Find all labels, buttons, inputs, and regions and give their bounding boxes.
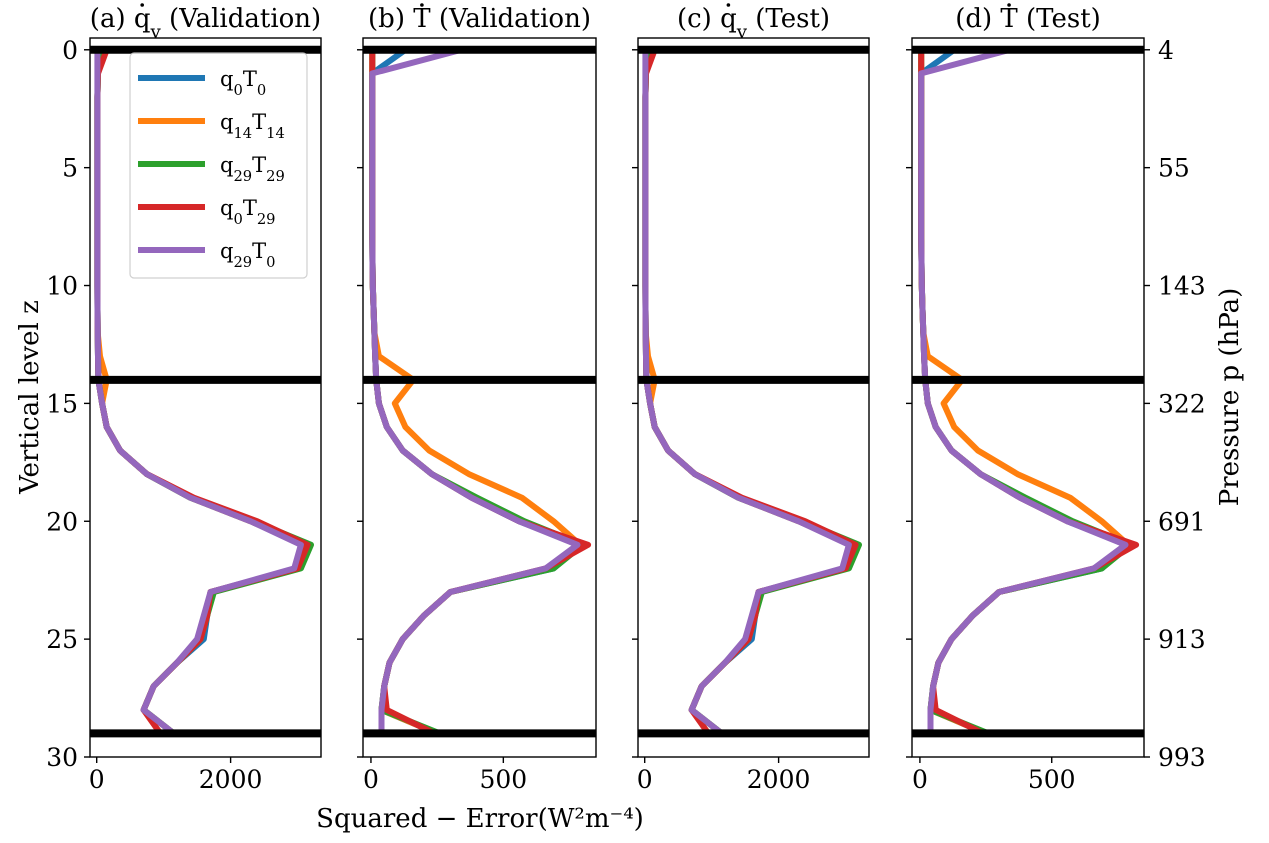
legend-entry-label: q29T29 — [220, 153, 285, 185]
panel-1: 0 5 10 15 20 25 30 0 2000 (a) qv (Validation) — [46, 3, 322, 794]
legend: q0T0 q14T14 q29T29 q0T29 q29T0 — [129, 52, 308, 279]
legend-box — [129, 52, 308, 279]
x-tick-label: 2000 — [747, 765, 811, 794]
axes-frame — [911, 37, 1145, 758]
title-variable: q — [134, 4, 151, 34]
x-tick-label: 2000 — [199, 765, 263, 794]
legend-entry-label: q14T14 — [220, 110, 285, 142]
axes-frame — [362, 37, 597, 758]
panel-4: 4 55 143 322 691 913 993 0 500 (d) T (Test) — [906, 3, 1206, 794]
y2-tick-label: 993 — [1158, 743, 1206, 772]
legend-entry-label: q0T29 — [220, 196, 276, 228]
x-tick-label: 500 — [479, 765, 527, 794]
x-tick-label: 0 — [363, 765, 379, 794]
y2-axis-label: Pressure p (hPa) — [1215, 288, 1245, 507]
y-tick-label: 20 — [46, 507, 78, 536]
x-tick-label: 0 — [912, 765, 928, 794]
series-line-5 — [918, 46, 1129, 734]
y2-tick-label: 4 — [1158, 36, 1174, 65]
y2-tick-label: 55 — [1158, 154, 1190, 183]
axes-frame — [89, 37, 322, 758]
derivative-dot — [420, 3, 424, 7]
panel-title: (a) qv (Validation) — [90, 4, 321, 43]
y-tick-label: 0 — [62, 36, 78, 65]
series-line-2 — [918, 49, 1132, 737]
panel-title: (b) T (Validation) — [368, 4, 591, 34]
series-line-5 — [94, 49, 304, 736]
y-tick-label: 30 — [46, 743, 78, 772]
y-tick-label: 15 — [46, 389, 78, 418]
x-tick-label: 500 — [1028, 765, 1076, 794]
y-tick-label: 5 — [62, 154, 78, 183]
x-tick-label: 0 — [637, 765, 653, 794]
y-axis-label: Vertical level z — [15, 300, 45, 495]
series-line-2 — [369, 49, 584, 737]
derivative-dot — [140, 3, 144, 7]
legend-entry-label: q29T0 — [220, 239, 276, 271]
derivative-dot — [726, 3, 731, 7]
panel-title: (c) qv (Test) — [677, 4, 830, 43]
y2-tick-label: 143 — [1158, 272, 1206, 301]
y2-tick-label: 913 — [1158, 625, 1206, 654]
series-line-5 — [642, 49, 852, 736]
legend-entry-label: q0T0 — [220, 67, 266, 99]
y2-tick-label: 322 — [1158, 389, 1206, 418]
title-variable: q — [720, 4, 737, 34]
derivative-dot — [1007, 3, 1011, 7]
series-line-5 — [369, 46, 581, 734]
panel-title: (d) T (Test) — [955, 4, 1101, 34]
x-axis-label: Squared − Error(W²m⁻⁴) — [316, 804, 644, 834]
panel-3: 0 2000 (c) qv (Test) — [632, 3, 870, 794]
panel-2: 0 500 (b) T (Validation) — [357, 3, 597, 794]
x-tick-label: 0 — [89, 765, 105, 794]
y-tick-label: 10 — [46, 272, 78, 301]
axes-frame — [637, 37, 870, 758]
y-tick-label: 25 — [46, 625, 78, 654]
title-variable: T — [413, 4, 431, 34]
title-variable: T — [1000, 4, 1018, 34]
y2-tick-label: 691 — [1158, 507, 1206, 536]
